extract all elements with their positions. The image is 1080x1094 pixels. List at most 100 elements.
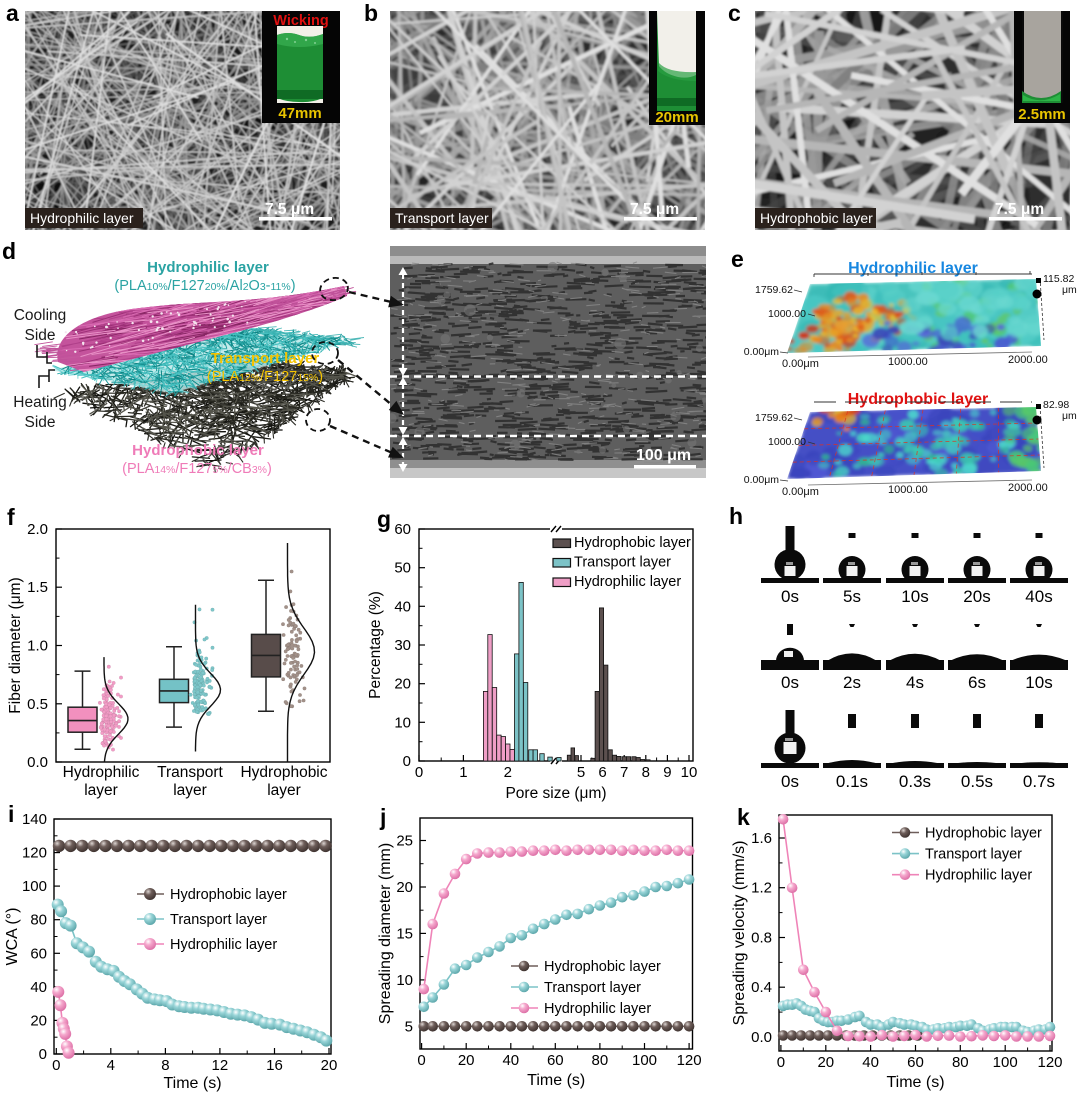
- svg-text:20: 20: [817, 1054, 834, 1071]
- svg-text:40: 40: [30, 979, 47, 996]
- svg-text:1000.00: 1000.00: [768, 308, 806, 320]
- svg-text:Time (s): Time (s): [886, 1074, 944, 1091]
- svg-text:0: 0: [415, 764, 423, 781]
- svg-text:1759.62: 1759.62: [755, 412, 793, 424]
- svg-text:60: 60: [547, 1052, 564, 1069]
- svg-text:Hydrophobic layer: Hydrophobic layer: [574, 535, 691, 551]
- svg-text:100: 100: [993, 1054, 1018, 1071]
- svg-text:10: 10: [396, 972, 413, 989]
- svg-text:0.4: 0.4: [751, 979, 772, 996]
- svg-text:10: 10: [681, 764, 698, 781]
- svg-text:15: 15: [396, 925, 413, 942]
- svg-text:Hydrophilic layer: Hydrophilic layer: [848, 260, 978, 277]
- svg-text:Hydrophobic layer: Hydrophobic layer: [132, 442, 264, 459]
- svg-text:60: 60: [907, 1054, 924, 1071]
- svg-text:5: 5: [405, 1018, 413, 1035]
- svg-text:0: 0: [777, 1054, 785, 1071]
- svg-text:Pore size (μm): Pore size (μm): [505, 785, 606, 802]
- svg-text:Wicking: Wicking: [273, 13, 328, 29]
- svg-text:Hydrophilic layer: Hydrophilic layer: [925, 868, 1032, 884]
- svg-text:0.7s: 0.7s: [1023, 772, 1055, 791]
- svg-text:40: 40: [502, 1052, 519, 1069]
- svg-text:7.5 μm: 7.5 μm: [265, 201, 314, 218]
- svg-text:100: 100: [22, 878, 47, 895]
- svg-text:115.82: 115.82: [1043, 273, 1074, 285]
- svg-text:Hydrophilic layer: Hydrophilic layer: [170, 937, 277, 953]
- svg-text:Transport: Transport: [157, 764, 223, 781]
- svg-text:Hydrophilic layer: Hydrophilic layer: [147, 259, 269, 276]
- svg-text:8: 8: [161, 1057, 169, 1074]
- svg-text:layer: layer: [84, 782, 118, 799]
- svg-text:0.8: 0.8: [751, 930, 772, 947]
- svg-text:Spreading velocity (mm/s): Spreading velocity (mm/s): [731, 841, 748, 1026]
- svg-text:0: 0: [39, 1046, 47, 1063]
- svg-text:μm: μm: [1062, 284, 1077, 296]
- svg-text:5: 5: [577, 764, 585, 781]
- svg-text:0.00μm: 0.00μm: [782, 486, 819, 498]
- svg-text:Time (s): Time (s): [163, 1075, 221, 1092]
- svg-text:Time (s): Time (s): [527, 1072, 585, 1089]
- svg-text:Spreading diameter (mm): Spreading diameter (mm): [377, 843, 394, 1024]
- svg-text:0s: 0s: [781, 772, 799, 791]
- svg-text:1000.00: 1000.00: [888, 356, 928, 368]
- svg-text:2.0: 2.0: [27, 521, 48, 538]
- svg-text:0.3s: 0.3s: [899, 772, 931, 791]
- svg-text:Transport layer: Transport layer: [544, 980, 641, 996]
- svg-text:40: 40: [394, 598, 411, 615]
- svg-text:Hydrophilic layer: Hydrophilic layer: [544, 1001, 651, 1017]
- svg-text:6: 6: [598, 764, 606, 781]
- svg-text:Hydrophobic: Hydrophobic: [240, 764, 327, 781]
- svg-text:WCA (°): WCA (°): [4, 908, 21, 966]
- svg-text:0: 0: [417, 1052, 425, 1069]
- svg-text:1000.00: 1000.00: [768, 436, 806, 448]
- svg-text:4: 4: [107, 1057, 115, 1074]
- svg-text:1.6: 1.6: [751, 830, 772, 847]
- svg-text:2000.00: 2000.00: [1008, 482, 1048, 494]
- svg-text:Transport layer: Transport layer: [211, 350, 320, 367]
- svg-text:1: 1: [459, 764, 467, 781]
- svg-text:(PLA14%/F1275%/CB3%): (PLA14%/F1275%/CB3%): [122, 461, 272, 477]
- svg-text:Hydrophobic layer: Hydrophobic layer: [544, 959, 661, 975]
- svg-text:Cooling: Cooling: [14, 307, 67, 324]
- svg-text:(PLA10%/F12720%/Al2O3-11%): (PLA10%/F12720%/Al2O3-11%): [114, 278, 295, 294]
- svg-text:80: 80: [30, 912, 47, 929]
- svg-text:μm: μm: [1062, 410, 1077, 422]
- svg-text:140: 140: [22, 811, 47, 828]
- svg-text:10: 10: [394, 714, 411, 731]
- svg-text:5s: 5s: [843, 587, 861, 606]
- svg-text:80: 80: [952, 1054, 969, 1071]
- svg-text:1.5: 1.5: [27, 579, 48, 596]
- svg-text:16: 16: [266, 1057, 283, 1074]
- svg-text:Hydrophilic layer: Hydrophilic layer: [30, 210, 134, 226]
- svg-text:0s: 0s: [781, 587, 799, 606]
- svg-text:Hydrophobic layer: Hydrophobic layer: [760, 210, 873, 226]
- svg-text:60: 60: [394, 521, 411, 538]
- svg-text:Transport layer: Transport layer: [925, 847, 1022, 863]
- svg-text:30: 30: [394, 637, 411, 654]
- svg-text:0.5: 0.5: [27, 696, 48, 713]
- svg-text:82.98: 82.98: [1043, 399, 1069, 411]
- svg-text:20s: 20s: [963, 587, 990, 606]
- svg-text:Hydrophobic layer: Hydrophobic layer: [848, 391, 988, 408]
- svg-text:20: 20: [394, 676, 411, 693]
- svg-text:40s: 40s: [1025, 587, 1052, 606]
- svg-text:Hydrophobic layer: Hydrophobic layer: [925, 826, 1042, 842]
- svg-text:7.5 μm: 7.5 μm: [995, 201, 1044, 218]
- svg-text:Transport layer: Transport layer: [170, 912, 267, 928]
- svg-text:layer: layer: [267, 782, 301, 799]
- svg-text:120: 120: [1037, 1054, 1062, 1071]
- svg-text:Side: Side: [24, 414, 55, 431]
- svg-text:80: 80: [592, 1052, 609, 1069]
- svg-text:120: 120: [677, 1052, 702, 1069]
- svg-text:20: 20: [458, 1052, 475, 1069]
- svg-text:0.5s: 0.5s: [961, 772, 993, 791]
- svg-text:(PLA12%/F12715%): (PLA12%/F12715%): [207, 369, 323, 385]
- svg-text:1.0: 1.0: [27, 638, 48, 655]
- svg-text:100: 100: [632, 1052, 657, 1069]
- svg-text:0.00μm: 0.00μm: [782, 358, 819, 370]
- svg-text:1759.62: 1759.62: [755, 284, 793, 296]
- svg-text:layer: layer: [173, 782, 207, 799]
- svg-text:60: 60: [30, 945, 47, 962]
- svg-text:20mm: 20mm: [655, 109, 698, 126]
- svg-text:0: 0: [52, 1057, 60, 1074]
